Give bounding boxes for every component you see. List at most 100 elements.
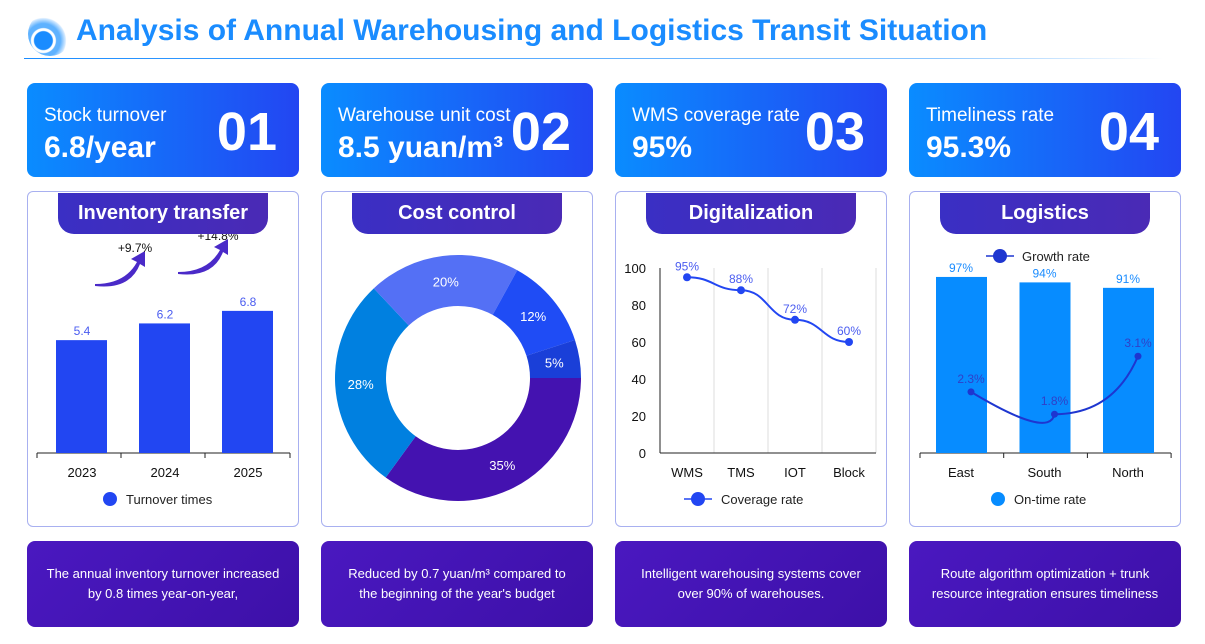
- data-point: [1134, 352, 1142, 360]
- bar-label: 5.4: [74, 324, 91, 338]
- x-tick-label: East: [948, 465, 974, 480]
- legend-label: On-time rate: [1014, 492, 1086, 507]
- summary-note: The annual inventory turnover increased …: [27, 541, 299, 627]
- point-label: 2.3%: [957, 372, 985, 386]
- bar: [1103, 287, 1154, 453]
- legend-label: Growth rate: [1022, 249, 1090, 264]
- data-point: [791, 315, 799, 324]
- kpi-card: Timeliness rate 95.3% 04: [909, 83, 1181, 177]
- x-tick-label: 2023: [68, 465, 97, 480]
- chart-svg: 0 20 40 60 80 100 95% WMS 88% TMS 72% IOT 60% Block Co…: [624, 259, 877, 507]
- point-label: 3.1%: [1124, 336, 1152, 350]
- legend-marker: [103, 492, 117, 506]
- panel-title: Digitalization: [646, 193, 856, 234]
- y-tick-label: 60: [632, 335, 646, 350]
- y-tick-label: 20: [632, 409, 646, 424]
- slice-label: 5%: [545, 356, 564, 371]
- donut-slice: [526, 339, 581, 378]
- logo-icon: [28, 12, 72, 56]
- chart-svg: 97% East 94% South 91% North 2.3% 1.8% 3.1% Growt…: [919, 249, 1172, 507]
- x-tick-label: South: [1028, 465, 1062, 480]
- chart-svg: 5.420236.220246.82025+9.7%+14.8%Turnover…: [36, 229, 291, 507]
- kpi-label: Timeliness rate: [926, 105, 1055, 126]
- y-tick-label: 40: [632, 372, 646, 387]
- point-label: 60%: [837, 324, 861, 338]
- chart-panel: 35% 28% 20% 12% 5% Cost control: [321, 191, 593, 527]
- slice-label: 12%: [520, 309, 546, 324]
- kpi-value: 8.5 yuan/m³: [338, 131, 504, 164]
- x-tick-label: TMS: [727, 465, 755, 480]
- data-point: [967, 388, 975, 396]
- chart-panel: 97% East 94% South 91% North 2.3% 1.8% 3.1% Growt…: [909, 191, 1181, 527]
- bar: [1019, 282, 1071, 453]
- panel-title: Logistics: [940, 193, 1150, 234]
- kpi-value: 95%: [632, 131, 693, 164]
- kpi-value: 6.8/year: [44, 131, 156, 164]
- slice-label: 28%: [348, 377, 374, 392]
- kpi-label: Warehouse unit cost: [338, 105, 511, 126]
- title-divider: [24, 58, 1164, 59]
- x-tick-label: 2024: [151, 465, 180, 480]
- kpi-index: 01: [216, 102, 277, 162]
- x-tick-label: WMS: [671, 465, 703, 480]
- kpi-card: Warehouse unit cost 8.5 yuan/m³ 02: [321, 83, 593, 177]
- data-point: [845, 338, 853, 346]
- legend-marker: [691, 492, 705, 506]
- point-label: 72%: [783, 302, 807, 316]
- chart-svg: 35% 28% 20% 12% 5%: [335, 255, 581, 501]
- bar: [936, 276, 987, 453]
- x-tick-label: North: [1112, 465, 1144, 480]
- kpi-card: WMS coverage rate 95% 03: [615, 83, 887, 177]
- growth-arrow-icon: [95, 251, 145, 287]
- summary-note: Reduced by 0.7 yuan/m³ compared to the b…: [321, 541, 593, 627]
- summary-note: Route algorithm optimization + trunk res…: [909, 541, 1181, 627]
- growth-annotation: +9.7%: [118, 241, 153, 255]
- summary-note: Intelligent warehousing systems cover ov…: [615, 541, 887, 627]
- kpi-index: 03: [804, 102, 865, 162]
- chart-panel: 0 20 40 60 80 100 95% WMS 88% TMS 72% IOT 60% Block Co…: [615, 191, 887, 527]
- legend-marker: [991, 492, 1005, 506]
- bar-label: 6.8: [240, 295, 257, 309]
- bar-label: 91%: [1116, 272, 1140, 286]
- header: Analysis of Annual Warehousing and Logis…: [24, 8, 1174, 59]
- donut-slice: [373, 255, 518, 326]
- bar: [56, 340, 107, 453]
- kpi-value: 95.3%: [926, 131, 1012, 164]
- donut-slice: [492, 270, 575, 356]
- data-point: [683, 273, 691, 282]
- panel-title: Cost control: [352, 193, 562, 234]
- legend-marker: [993, 249, 1007, 263]
- kpi-label: WMS coverage rate: [632, 105, 800, 126]
- slice-label: 20%: [433, 274, 459, 289]
- y-tick-label: 100: [624, 261, 646, 276]
- kpi-index: 04: [1098, 102, 1159, 162]
- series-line: [686, 276, 850, 343]
- legend-label: Turnover times: [126, 492, 213, 507]
- donut-slice: [335, 288, 416, 478]
- x-tick-label: IOT: [784, 465, 806, 480]
- bar: [222, 310, 273, 453]
- kpi-label: Stock turnover: [44, 105, 167, 126]
- y-tick-label: 0: [639, 446, 646, 461]
- y-tick-label: 80: [632, 298, 646, 313]
- bar: [139, 323, 190, 453]
- data-point: [737, 286, 745, 295]
- legend-label: Coverage rate: [721, 492, 803, 507]
- slice-label: 35%: [489, 458, 515, 473]
- growth-arrow-icon: [178, 239, 228, 275]
- kpi-index: 02: [510, 102, 571, 162]
- chart-panel: 5.4 2023 6.2 2024 6.8 2025 +9.7% +14.8% Turnover…: [27, 191, 299, 527]
- x-tick-label: Block: [833, 465, 865, 480]
- panel-title: Inventory transfer: [58, 193, 268, 234]
- bar-label: 6.2: [157, 307, 174, 321]
- kpi-card: Stock turnover 6.8/year 01: [27, 83, 299, 177]
- donut-slice: [385, 378, 581, 501]
- bar-label: 97%: [949, 261, 973, 275]
- point-label: 95%: [675, 259, 699, 273]
- x-tick-label: 2025: [234, 465, 263, 480]
- data-point: [1051, 410, 1058, 418]
- point-label: 88%: [729, 272, 753, 286]
- bar-label: 94%: [1032, 266, 1056, 280]
- point-label: 1.8%: [1041, 394, 1069, 408]
- page-title: Analysis of Annual Warehousing and Logis…: [76, 14, 988, 47]
